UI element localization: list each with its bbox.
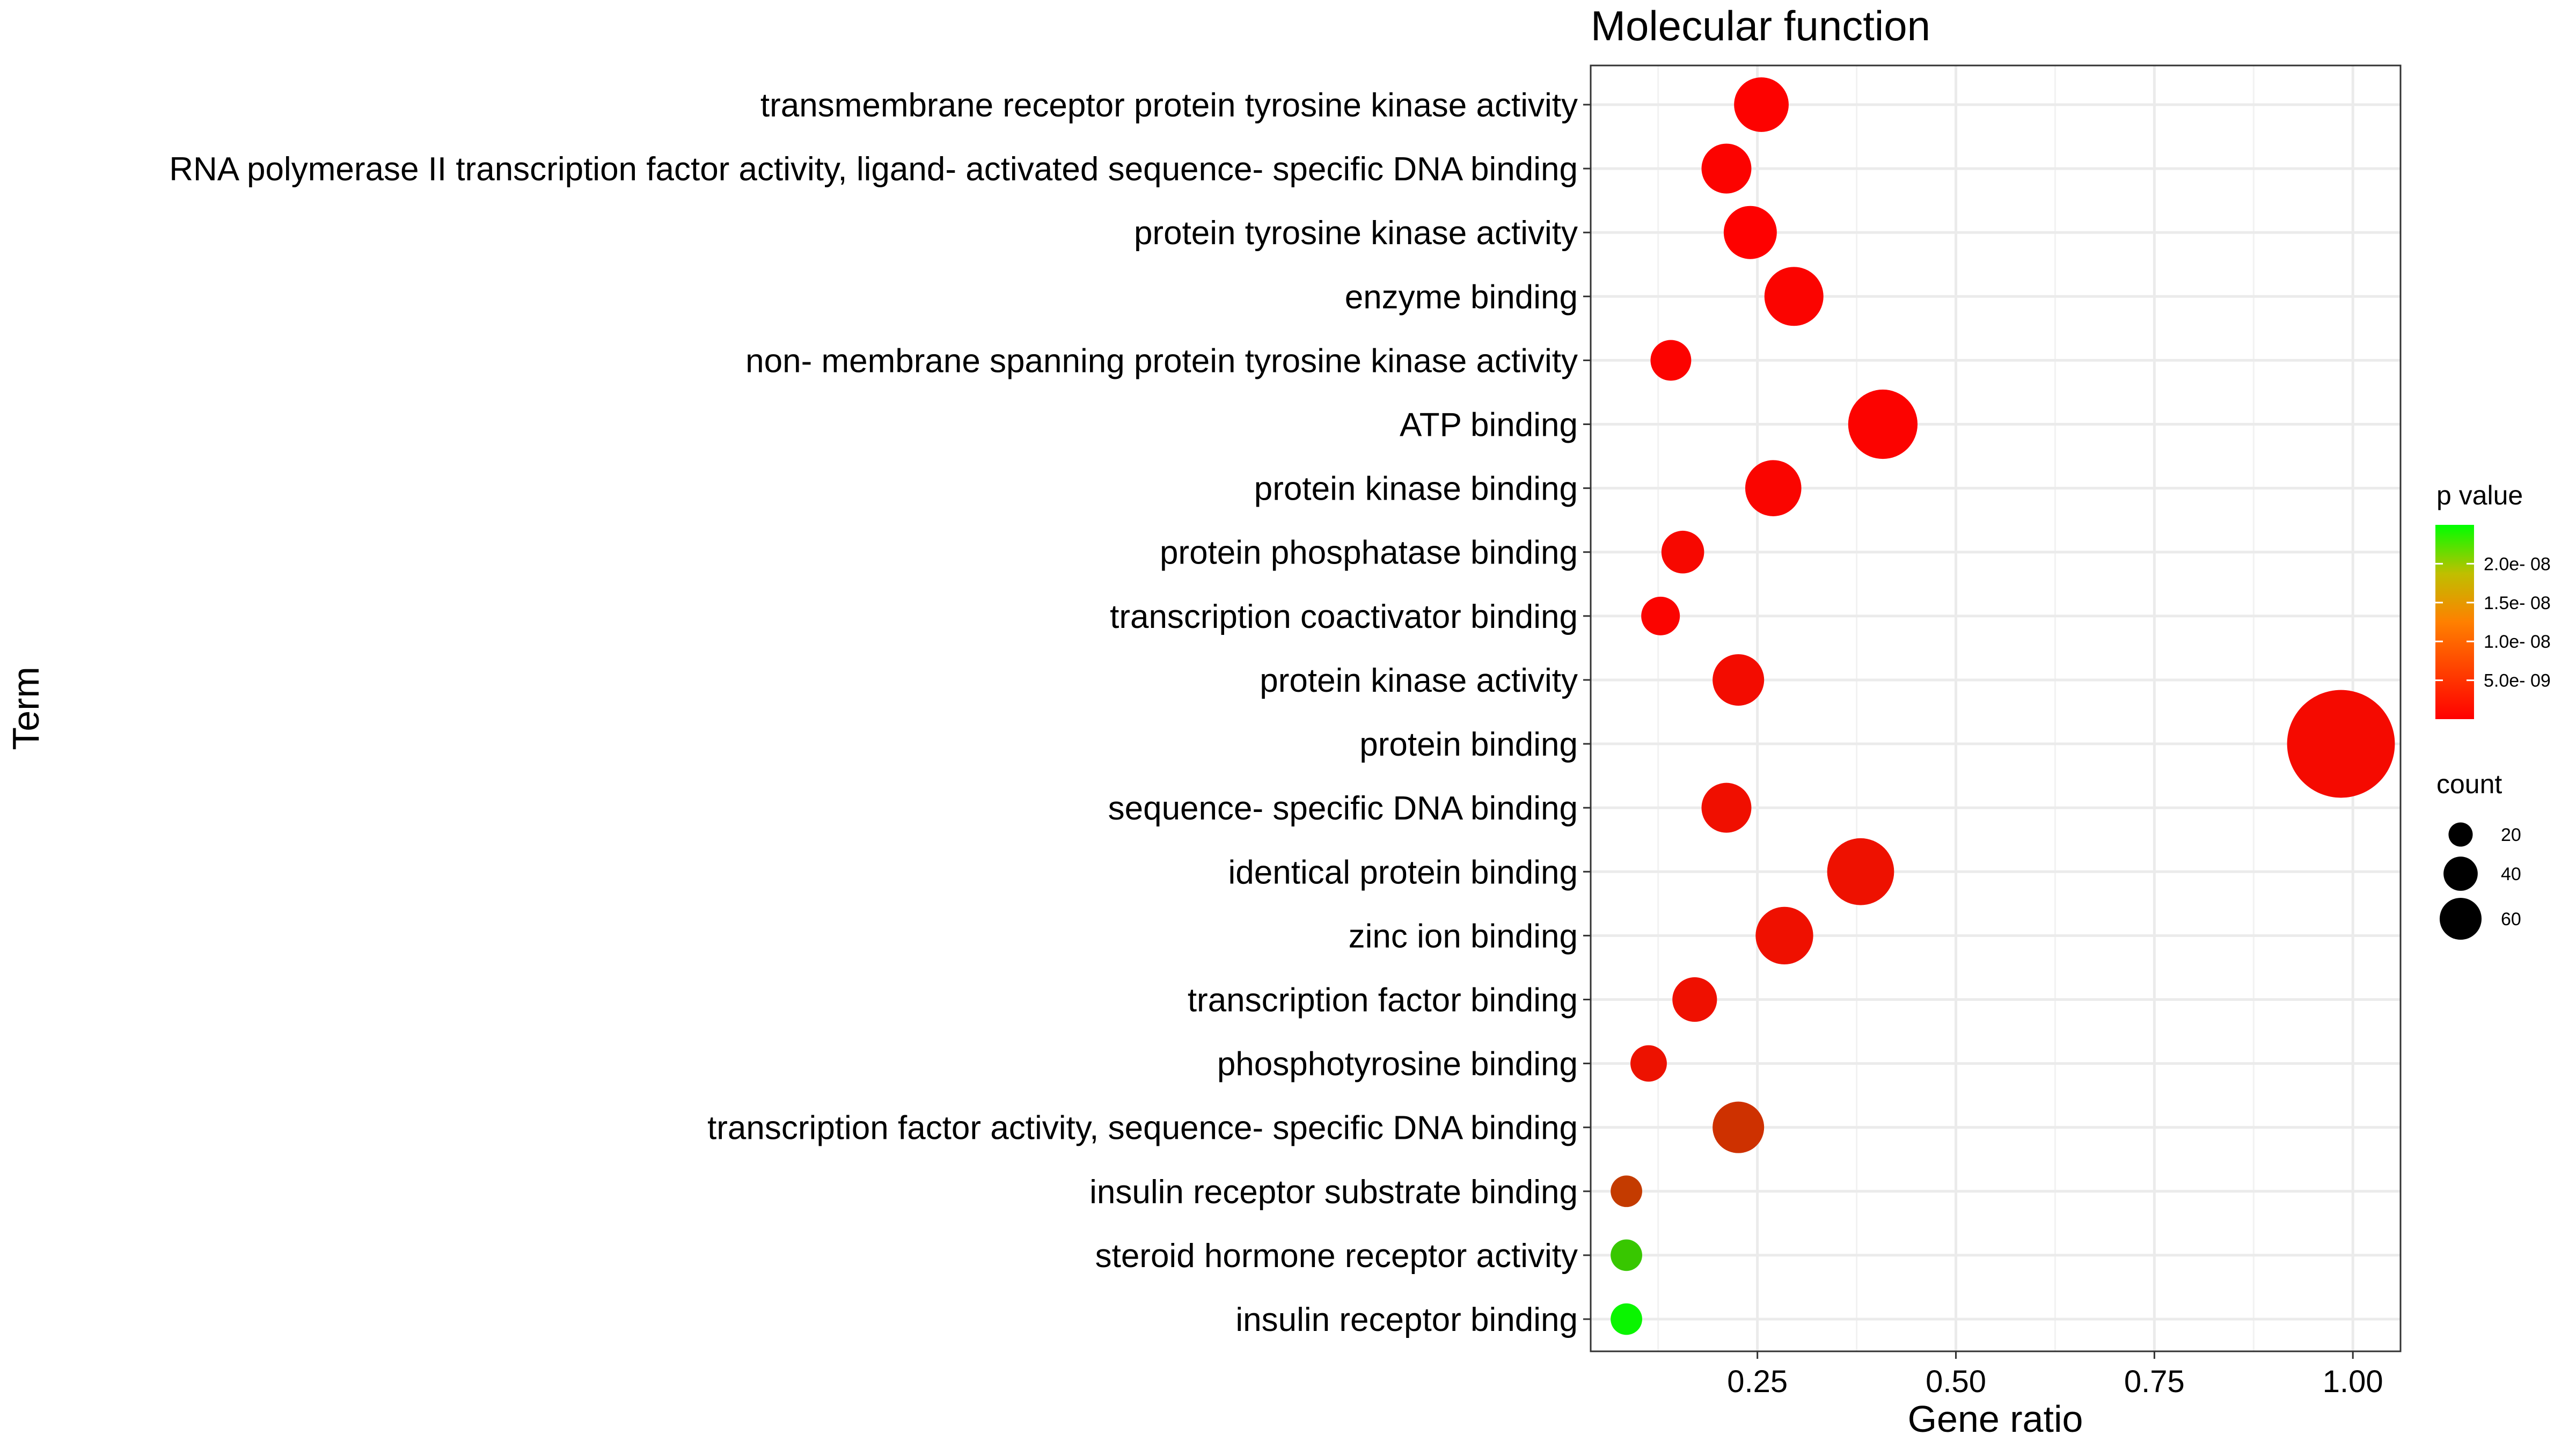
data-point [1661, 530, 1704, 574]
size-legend-label: 20 [2501, 825, 2521, 845]
size-legend-dot [2443, 857, 2478, 891]
data-point [1701, 782, 1752, 833]
size-legend-title: count [2436, 769, 2502, 799]
y-tick-label: non- membrane spanning protein tyrosine … [745, 342, 1578, 379]
size-legend-label: 40 [2501, 864, 2521, 884]
data-point [1611, 1303, 1642, 1335]
data-point [1723, 206, 1777, 259]
color-legend-title: p value [2436, 480, 2523, 510]
size-legend: count 20 40 60 [2436, 769, 2521, 940]
y-tick-label: protein tyrosine kinase activity [1134, 215, 1578, 252]
data-point [1650, 340, 1692, 381]
size-legend-label: 60 [2501, 909, 2521, 930]
x-tick-label: 0.50 [1926, 1364, 1986, 1399]
y-tick-label: transcription factor binding [1188, 982, 1578, 1019]
y-tick-label: steroid hormone receptor activity [1095, 1238, 1578, 1275]
chart-title: Molecular function [1591, 2, 1930, 49]
grid-lines [1591, 65, 2401, 1351]
color-legend-label: 1.0e- 08 [2484, 632, 2551, 652]
data-point [1827, 838, 1894, 905]
y-axis-ticks: transmembrane receptor protein tyrosine … [169, 87, 1591, 1338]
color-legend: p value 2.0e- 08 1.5e- 08 1.0e- 08 5.0e- 09 [2435, 480, 2551, 719]
y-tick-label: ATP binding [1400, 407, 1578, 444]
data-point [1764, 267, 1824, 326]
y-tick-label: transcription factor activity, sequence-… [707, 1110, 1578, 1147]
y-tick-label: insulin receptor binding [1235, 1301, 1578, 1338]
y-tick-label: protein kinase binding [1254, 471, 1578, 508]
x-axis-title: Gene ratio [1908, 1398, 2083, 1440]
data-point [1713, 1101, 1765, 1153]
color-legend-label: 5.0e- 09 [2484, 671, 2551, 691]
y-tick-label: protein binding [1359, 726, 1578, 763]
data-point [1630, 1045, 1667, 1082]
y-tick-label: protein kinase activity [1260, 662, 1578, 699]
y-tick-label: RNA polymerase II transcription factor a… [169, 151, 1578, 188]
y-tick-label: sequence- specific DNA binding [1108, 790, 1578, 827]
x-tick-label: 0.75 [2124, 1364, 2185, 1399]
data-point [2287, 690, 2395, 798]
color-legend-ticks: 2.0e- 08 1.5e- 08 1.0e- 08 5.0e- 09 [2435, 554, 2551, 691]
data-points [1611, 77, 2395, 1335]
y-tick-label: protein phosphatase binding [1160, 535, 1578, 572]
x-tick-label: 1.00 [2323, 1364, 2383, 1399]
data-point [1672, 977, 1717, 1022]
data-point [1611, 1175, 1642, 1208]
data-point [1745, 460, 1802, 516]
panel-background [1591, 65, 2401, 1351]
color-legend-label: 2.0e- 08 [2484, 554, 2551, 574]
data-point [1848, 389, 1918, 459]
data-point [1755, 906, 1813, 965]
y-tick-label: transmembrane receptor protein tyrosine … [760, 87, 1578, 124]
data-point [1611, 1239, 1642, 1271]
y-tick-label: phosphotyrosine binding [1217, 1046, 1578, 1083]
y-tick-label: enzyme binding [1345, 279, 1578, 316]
x-tick-label: 0.25 [1727, 1364, 1788, 1399]
color-legend-bar [2435, 525, 2474, 719]
y-tick-label: identical protein binding [1228, 854, 1578, 891]
plot-panel [1590, 64, 2402, 1352]
data-point [1713, 654, 1765, 706]
y-axis-title: Term [5, 667, 47, 750]
x-axis-ticks: 0.25 0.50 0.75 1.00 [1727, 1351, 2383, 1399]
data-point [1734, 77, 1789, 132]
panel-border [1590, 64, 2402, 1352]
size-legend-dot [2448, 822, 2473, 847]
data-point [1701, 143, 1752, 194]
data-point [1641, 596, 1680, 635]
y-tick-label: transcription coactivator binding [1110, 598, 1578, 635]
size-legend-dot [2439, 897, 2482, 940]
color-legend-label: 1.5e- 08 [2484, 593, 2551, 613]
y-tick-label: insulin receptor substrate binding [1089, 1174, 1578, 1211]
y-tick-label: zinc ion binding [1349, 918, 1578, 955]
size-legend-items: 20 40 60 [2439, 822, 2521, 940]
